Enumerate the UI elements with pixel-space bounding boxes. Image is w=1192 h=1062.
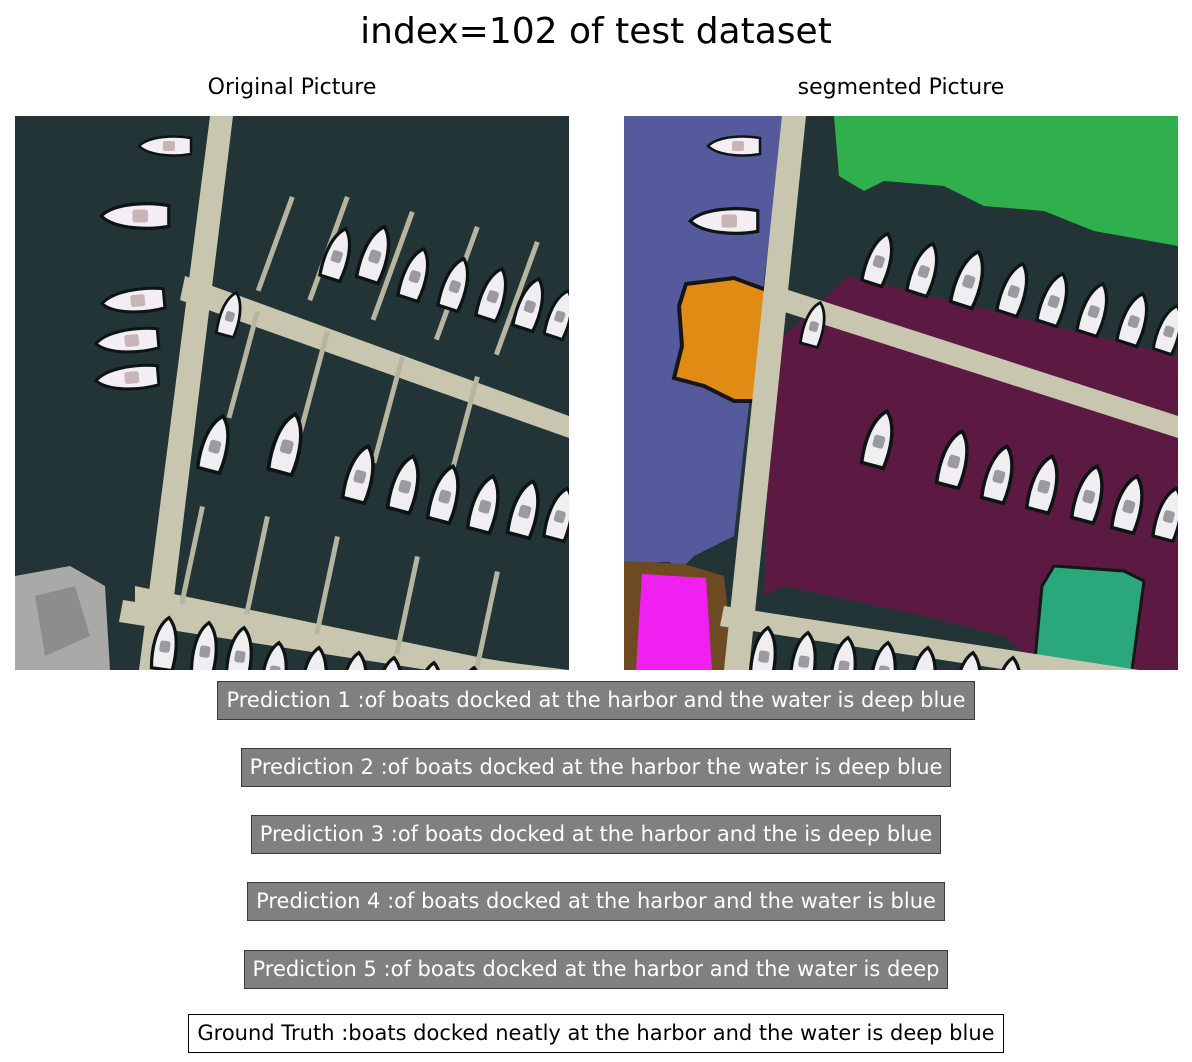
prediction-2-row: Prediction 2 :of boats docked at the har…	[0, 748, 1192, 787]
original-picture-canvas	[15, 116, 569, 670]
figure-title: index=102 of test dataset	[360, 11, 832, 52]
prediction-1-text: Prediction 1 :of boats docked at the har…	[217, 681, 975, 720]
segmented-picture-title: segmented Picture	[797, 75, 1005, 100]
ground-truth-row: Ground Truth :boats docked neatly at the…	[0, 1014, 1192, 1053]
prediction-3-text: Prediction 3 :of boats docked at the har…	[250, 815, 942, 854]
prediction-3-row: Prediction 3 :of boats docked at the har…	[0, 815, 1192, 854]
ground-truth-text: Ground Truth :boats docked neatly at the…	[188, 1014, 1004, 1053]
prediction-5-row: Prediction 5 :of boats docked at the har…	[0, 950, 1192, 989]
original-picture-title: Original Picture	[207, 75, 377, 100]
prediction-2-text: Prediction 2 :of boats docked at the har…	[240, 748, 952, 787]
segmented-picture	[624, 116, 1178, 670]
segmented-picture-canvas	[624, 116, 1178, 670]
original-picture	[15, 116, 569, 670]
prediction-5-text: Prediction 5 :of boats docked at the har…	[243, 950, 949, 989]
prediction-1-row: Prediction 1 :of boats docked at the har…	[0, 681, 1192, 720]
prediction-4-text: Prediction 4 :of boats docked at the har…	[247, 882, 945, 921]
prediction-4-row: Prediction 4 :of boats docked at the har…	[0, 882, 1192, 921]
